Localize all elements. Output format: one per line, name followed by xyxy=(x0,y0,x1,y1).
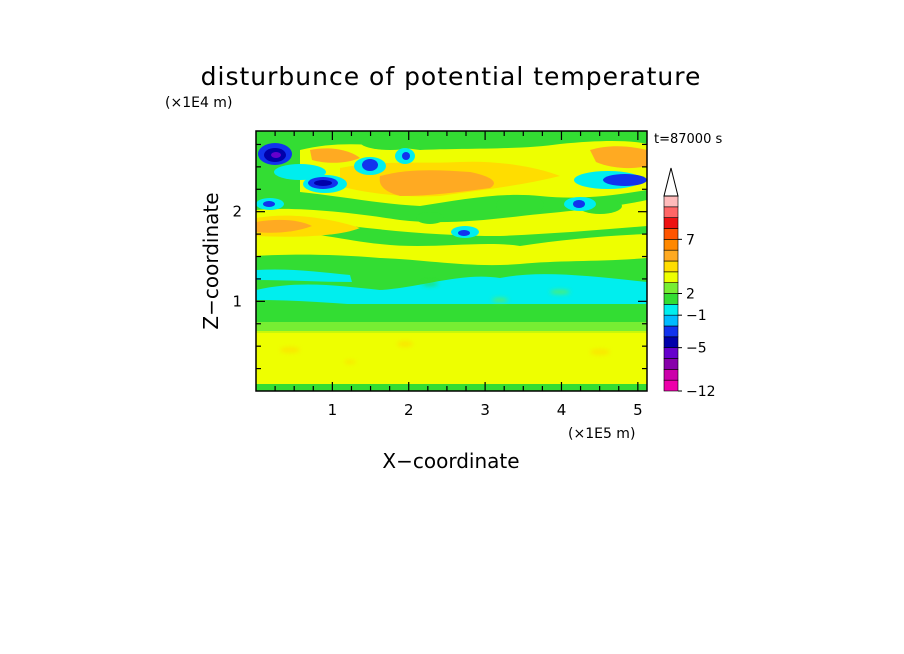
pocket-green-2 xyxy=(416,212,444,224)
colorbar-swatch xyxy=(663,325,679,338)
colorbar-swatch xyxy=(663,228,679,240)
band-upper-orange-2 xyxy=(379,170,494,196)
y-tick-label: 2 xyxy=(232,203,242,221)
band-cyan-2 xyxy=(256,269,352,282)
x-axis-label: X−coordinate xyxy=(382,449,519,473)
x-tick-label: 4 xyxy=(557,401,567,419)
band-lower-yellow xyxy=(256,333,647,385)
colorbar-swatch xyxy=(663,358,679,370)
y-unit-label: (×1E4 m) xyxy=(165,95,232,111)
colorbar-swatch xyxy=(663,379,679,392)
core-purple-1 xyxy=(271,152,281,158)
colorbar-tick-label: −1 xyxy=(686,308,707,324)
colorbar-swatch xyxy=(663,304,679,316)
colorbar-tick-label: 2 xyxy=(686,287,695,303)
x-tick-label: 5 xyxy=(633,401,643,419)
time-label: t=87000 s xyxy=(654,132,722,147)
pocket-green-4 xyxy=(360,134,420,150)
colorbar-swatch xyxy=(663,271,679,283)
x-ticks xyxy=(274,131,639,391)
core-blue-8 xyxy=(402,152,410,160)
colorbar-swatch xyxy=(663,217,679,229)
y-axis-label: Z−coordinate xyxy=(199,192,223,329)
colorbar: 7 2 −1 −5 −12 xyxy=(663,167,716,400)
core-blue-2-inner xyxy=(314,180,332,186)
band-bottom-green xyxy=(256,384,647,391)
colorbar-swatch xyxy=(663,347,679,359)
colorbar-swatch xyxy=(663,314,679,327)
colorbar-swatch xyxy=(663,239,679,251)
colorbar-swatch xyxy=(663,369,679,381)
band-green-mid xyxy=(256,304,647,322)
colorbar-swatch xyxy=(663,195,679,208)
speckles xyxy=(280,282,610,364)
colorbar-swatch xyxy=(663,336,679,348)
band-mid-yellow-2 xyxy=(256,200,647,236)
colorbar-tick-label: −12 xyxy=(686,384,716,400)
colorbar-extend-arrow xyxy=(663,167,679,197)
contour-field xyxy=(256,131,647,391)
band-upper-orange-3 xyxy=(590,146,647,169)
core-blue-5 xyxy=(603,174,647,186)
colorbar-swatch xyxy=(663,293,679,305)
plot-frame xyxy=(255,130,648,392)
pocket-green-1 xyxy=(496,195,544,215)
colorbar-swatch xyxy=(663,206,679,218)
x-tick-labels: 1 2 3 4 5 xyxy=(328,401,643,419)
pocket-cyan-1 xyxy=(274,164,326,180)
band-lower-green-strip xyxy=(256,321,647,331)
colorbar-tick-label: −5 xyxy=(686,341,707,357)
y-ticks xyxy=(256,143,647,370)
core-blue-4 xyxy=(263,201,275,207)
core-blue-3 xyxy=(362,159,378,171)
core-blue-7 xyxy=(458,230,470,236)
colorbar-swatch xyxy=(663,260,679,273)
x-tick-label: 2 xyxy=(404,401,414,419)
colorbar-tick-label: 7 xyxy=(686,232,695,248)
x-unit-label: (×1E5 m) xyxy=(568,426,635,442)
x-tick-label: 3 xyxy=(480,401,490,419)
y-tick-label: 1 xyxy=(232,292,242,310)
core-blue-6 xyxy=(573,200,585,208)
band-upper-orange-4 xyxy=(310,148,360,163)
colorbar-swatch xyxy=(663,249,679,262)
colorbar-swatch xyxy=(663,282,679,294)
y-tick-labels: 12 xyxy=(232,203,242,311)
chart-title: disturbunce of potential temperature xyxy=(201,62,702,91)
x-tick-label: 1 xyxy=(328,401,338,419)
band-orange-low-2 xyxy=(256,219,312,233)
band-mid-yellow xyxy=(256,231,647,266)
